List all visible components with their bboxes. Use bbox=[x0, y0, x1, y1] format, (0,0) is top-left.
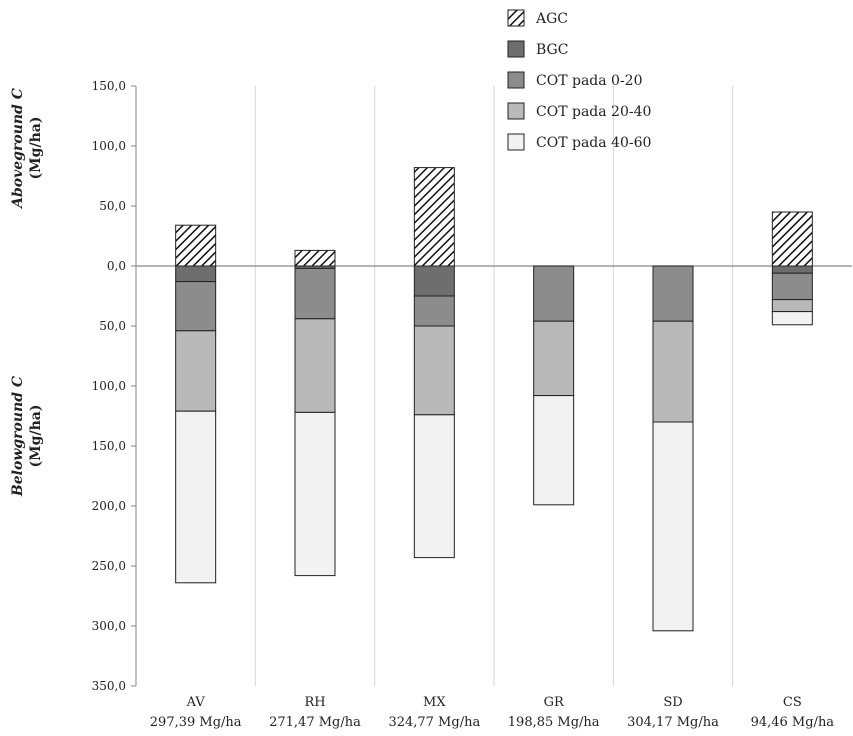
bar-segment-mx-agc bbox=[413, 167, 455, 267]
legend-label: COT pada 0-20 bbox=[536, 73, 643, 89]
category-total-label: 271,47 Mg/ha bbox=[269, 715, 361, 730]
bar-segment-rh-cot-pada-40-60 bbox=[294, 411, 336, 577]
bar-segment-cs-bgc bbox=[771, 265, 813, 274]
legend-swatch bbox=[507, 9, 525, 27]
category-total-label: 94,46 Mg/ha bbox=[751, 715, 835, 730]
bar-segment-gr-cot-pada-20-40 bbox=[533, 320, 575, 397]
bar-segment-rh-cot-pada-0-20 bbox=[294, 267, 336, 320]
category-label: CS bbox=[783, 695, 802, 710]
bar-segment-sd-cot-pada-40-60 bbox=[652, 421, 694, 632]
category-total-label: 304,17 Mg/ha bbox=[627, 715, 719, 730]
y-tick-label: 50,0 bbox=[99, 319, 126, 333]
bar-segment-mx-cot-pada-20-40 bbox=[413, 325, 455, 416]
category-label: MX bbox=[423, 695, 446, 710]
legend-swatch bbox=[507, 40, 525, 58]
x-axis-labels: AV 297,39 Mg/ha RH 271,47 Mg/ha MX 324,77 Mg/… bbox=[150, 695, 835, 730]
y-tick-label: 300,0 bbox=[92, 619, 126, 633]
y-tick-label: 350,0 bbox=[92, 679, 126, 693]
bar-segment-gr-cot-pada-40-60 bbox=[533, 395, 575, 506]
legend-swatch bbox=[507, 133, 525, 151]
y-axis-unit-above: (Mg/ha) bbox=[28, 117, 44, 180]
y-axis-title-below: Belowground C bbox=[10, 376, 26, 497]
y-tick-label: 200,0 bbox=[92, 499, 126, 513]
y-axis-unit-below: (Mg/ha) bbox=[28, 405, 44, 468]
legend-label: BGC bbox=[536, 42, 568, 58]
y-tick-label: 250,0 bbox=[92, 559, 126, 573]
category-total-label: 297,39 Mg/ha bbox=[150, 715, 242, 730]
legend-label: AGC bbox=[535, 11, 568, 27]
bar-segment-mx-cot-pada-40-60 bbox=[413, 414, 455, 559]
bar-segment-rh-agc bbox=[294, 249, 336, 267]
y-tick-label: 0,0 bbox=[107, 259, 126, 273]
category-total-label: 198,85 Mg/ha bbox=[508, 715, 600, 730]
bar-segment-sd-cot-pada-0-20 bbox=[652, 265, 694, 322]
bar-segment-av-bgc bbox=[175, 265, 217, 283]
legend-swatch bbox=[507, 102, 525, 120]
bar-segment-cs-cot-pada-20-40 bbox=[771, 299, 813, 313]
y-axis-ticks: 150,0 100,0 50,0 0,0 50,0 100,0 150,0 200,0 250,… bbox=[92, 79, 136, 693]
bars bbox=[175, 167, 813, 632]
legend-label: COT pada 40-60 bbox=[536, 135, 651, 151]
bar-segment-av-cot-pada-20-40 bbox=[175, 330, 217, 412]
legend: AGC BGC COT pada 0-20 COT pada 20-40 COT pad… bbox=[507, 9, 651, 151]
bar-segment-gr-cot-pada-0-20 bbox=[533, 265, 575, 322]
y-tick-label: 100,0 bbox=[92, 379, 126, 393]
bar-segment-av-cot-pada-40-60 bbox=[175, 410, 217, 584]
bar-segment-rh-cot-pada-20-40 bbox=[294, 318, 336, 413]
legend-label: COT pada 20-40 bbox=[536, 104, 651, 120]
category-label: GR bbox=[544, 695, 565, 710]
category-label: AV bbox=[186, 695, 206, 710]
bar-segment-mx-cot-pada-0-20 bbox=[413, 295, 455, 327]
category-label: RH bbox=[304, 695, 325, 710]
category-label: SD bbox=[663, 695, 682, 710]
y-tick-label: 50,0 bbox=[99, 199, 126, 213]
bar-segment-mx-bgc bbox=[413, 265, 455, 297]
legend-swatch bbox=[507, 71, 525, 89]
y-tick-label: 150,0 bbox=[92, 439, 126, 453]
bar-segment-sd-cot-pada-20-40 bbox=[652, 320, 694, 423]
category-total-label: 324,77 Mg/ha bbox=[388, 715, 480, 730]
bar-segment-cs-cot-pada-40-60 bbox=[771, 311, 813, 326]
vertical-separators bbox=[254, 86, 734, 686]
bar-segment-cs-agc bbox=[771, 211, 813, 267]
y-axis-title-above: Aboveground C bbox=[10, 88, 26, 210]
bar-segment-av-cot-pada-0-20 bbox=[175, 281, 217, 332]
y-tick-label: 150,0 bbox=[92, 79, 126, 93]
bar-segment-cs-cot-pada-0-20 bbox=[771, 272, 813, 301]
bar-segment-av-agc bbox=[175, 224, 217, 267]
y-tick-label: 100,0 bbox=[92, 139, 126, 153]
